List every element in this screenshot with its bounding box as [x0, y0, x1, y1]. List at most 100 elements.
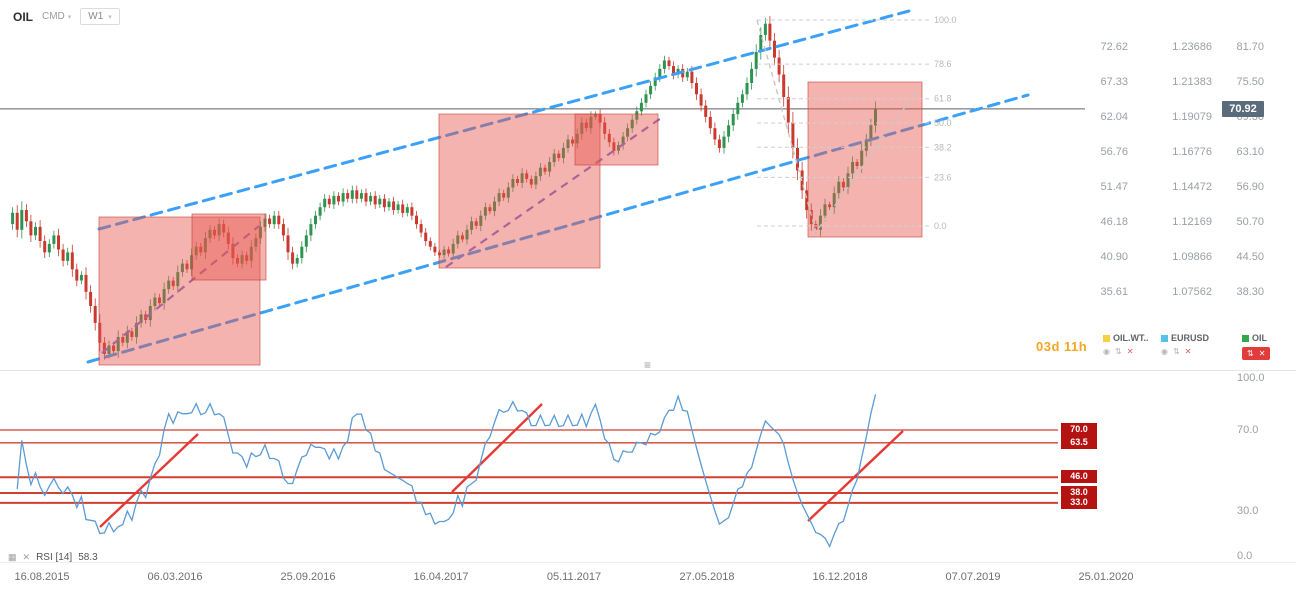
- price-axis-value: 1.23686: [1172, 41, 1212, 53]
- price-axis-value: 50.70: [1236, 216, 1264, 228]
- price-axis-value: 1.16776: [1172, 146, 1212, 158]
- series-label[interactable]: OIL: [1252, 333, 1267, 343]
- price-axis-value: 62.04: [1100, 111, 1128, 123]
- price-axis-value: 35.61: [1100, 286, 1128, 298]
- series-label[interactable]: OIL.WT..: [1113, 333, 1149, 343]
- date-axis-label: 27.05.2018: [679, 571, 735, 583]
- rsi-scale-value: 100.0: [1237, 372, 1265, 384]
- date-axis-label: 07.07.2019: [945, 571, 1001, 583]
- price-chart[interactable]: 100.0 78.6 61.8 50.0 38.2 23.6 0.0: [0, 0, 1085, 371]
- channel-line[interactable]: [97, 9, 911, 231]
- date-axis-label: 05.11.2017: [546, 571, 602, 583]
- series-color-swatch: [1103, 334, 1110, 342]
- date-axis-label: 16.12.2018: [812, 571, 868, 583]
- legend-item: OIL.WT.. ◉ ⇅ ✕: [1103, 333, 1149, 356]
- series-label[interactable]: EURUSD: [1171, 333, 1210, 343]
- price-axis-value: 72.62: [1100, 41, 1128, 53]
- price-axis-value: 38.30: [1236, 286, 1264, 298]
- date-axis-divider: [0, 562, 1296, 563]
- fib-trend-line: [756, 19, 921, 234]
- price-axis-value: 40.90: [1100, 251, 1128, 263]
- indicator-name: RSI [14]: [36, 552, 73, 563]
- rsi-level-badge: 46.0: [1061, 470, 1097, 483]
- rsi-trendline[interactable]: [807, 430, 904, 522]
- price-axis-value: 56.76: [1100, 146, 1128, 158]
- zone-box[interactable]: [574, 113, 659, 166]
- fib-level-label: 61.8: [934, 94, 952, 104]
- rsi-level-badge: 33.0: [1061, 496, 1097, 509]
- scale-arrows-icon[interactable]: ⇅: [1114, 347, 1122, 356]
- zone-box[interactable]: [438, 113, 601, 269]
- price-axis-value: 51.47: [1100, 181, 1128, 193]
- price-axis-value: 1.09866: [1172, 251, 1212, 263]
- symbol-label: OIL: [13, 9, 33, 24]
- rsi-scale-value: 70.0: [1237, 424, 1259, 436]
- price-axis-value: 56.90: [1236, 181, 1264, 193]
- rsi-line: [16, 394, 877, 549]
- close-icon[interactable]: ✕: [1126, 347, 1134, 356]
- remove-series-button[interactable]: ⇅ ✕: [1242, 347, 1271, 360]
- close-icon[interactable]: ✕: [1258, 349, 1266, 358]
- price-axis-value: 1.12169: [1172, 216, 1212, 228]
- rsi-scale-value: 30.0: [1237, 505, 1259, 517]
- rsi-panel-chart[interactable]: [0, 372, 1105, 562]
- chevron-down-icon: ▾: [67, 13, 72, 21]
- instrument-header: OIL CMD ▾ W1 ▾: [13, 8, 120, 25]
- rsi-level-badge: 38.0: [1061, 486, 1097, 499]
- market-label: CMD: [42, 11, 65, 22]
- date-axis-label: 16.04.2017: [413, 571, 469, 583]
- fib-level-label: 78.6: [934, 59, 952, 69]
- rsi-indicator-label: ▦ ✕ RSI [14] 58.3: [8, 552, 98, 563]
- price-axis-value: 1.07562: [1172, 286, 1212, 298]
- zone-box[interactable]: [98, 216, 261, 366]
- legend-item: OIL ⇅ ✕: [1242, 333, 1271, 361]
- fib-level-label: 23.6: [934, 172, 952, 182]
- indicator-move-icon[interactable]: ▦: [8, 552, 17, 562]
- rsi-trendline[interactable]: [99, 433, 199, 528]
- rsi-trendline[interactable]: [451, 403, 543, 493]
- panel-divider: [0, 370, 1296, 371]
- fib-level-label: 100.0: [934, 15, 957, 25]
- price-axis-value: 1.21383: [1172, 76, 1212, 88]
- rsi-level-badge: 70.0: [1061, 423, 1097, 436]
- date-axis-label: 25.01.2020: [1078, 571, 1134, 583]
- fib-level-label: 50.0: [934, 118, 952, 128]
- price-axis-value: 67.33: [1100, 76, 1128, 88]
- series-color-swatch: [1242, 334, 1249, 342]
- zone-box[interactable]: [191, 213, 267, 281]
- chevron-down-icon: ▾: [108, 13, 112, 21]
- fib-level-label: 0.0: [934, 221, 947, 231]
- fib-level-label: 38.2: [934, 142, 952, 152]
- timeframe-label: W1: [88, 11, 104, 22]
- scale-arrows-icon[interactable]: ⇅: [1247, 349, 1254, 358]
- price-axis-value: 75.50: [1236, 76, 1264, 88]
- market-dropdown[interactable]: CMD ▾: [42, 11, 71, 22]
- series-color-swatch: [1161, 334, 1168, 342]
- price-axis-value: 63.10: [1236, 146, 1264, 158]
- scale-arrows-icon[interactable]: ⇅: [1172, 347, 1180, 356]
- date-axis-label: 25.09.2016: [280, 571, 336, 583]
- bar-countdown: 03d 11h: [1036, 339, 1088, 354]
- eye-icon[interactable]: ◉: [1161, 347, 1168, 356]
- channel-line[interactable]: [86, 93, 1030, 364]
- price-axis-value: 1.19079: [1172, 111, 1212, 123]
- panel-resize-handle[interactable]: ≡: [644, 358, 652, 372]
- timeframe-dropdown[interactable]: W1 ▾: [80, 8, 120, 25]
- indicator-value: 58.3: [78, 552, 98, 563]
- rsi-scale-value: 0.0: [1237, 550, 1253, 562]
- price-axis-value: 1.14472: [1172, 181, 1212, 193]
- zone-box[interactable]: [807, 81, 923, 238]
- price-axis-value: 81.70: [1236, 41, 1264, 53]
- trend-segment-line[interactable]: [101, 225, 260, 354]
- date-axis-label: 06.03.2016: [147, 571, 203, 583]
- trend-segment-line[interactable]: [445, 115, 665, 268]
- price-axis-value: 44.50: [1236, 251, 1264, 263]
- close-icon[interactable]: ✕: [1184, 347, 1192, 356]
- eye-icon[interactable]: ◉: [1103, 347, 1110, 356]
- candlesticks: [11, 16, 877, 360]
- current-price-badge: 70.92: [1222, 101, 1264, 117]
- indicator-close-icon[interactable]: ✕: [22, 552, 31, 562]
- fibonacci-retracement[interactable]: 100.0 78.6 61.8 50.0 38.2 23.6 0.0: [756, 15, 957, 234]
- price-axis-value: 46.18: [1100, 216, 1128, 228]
